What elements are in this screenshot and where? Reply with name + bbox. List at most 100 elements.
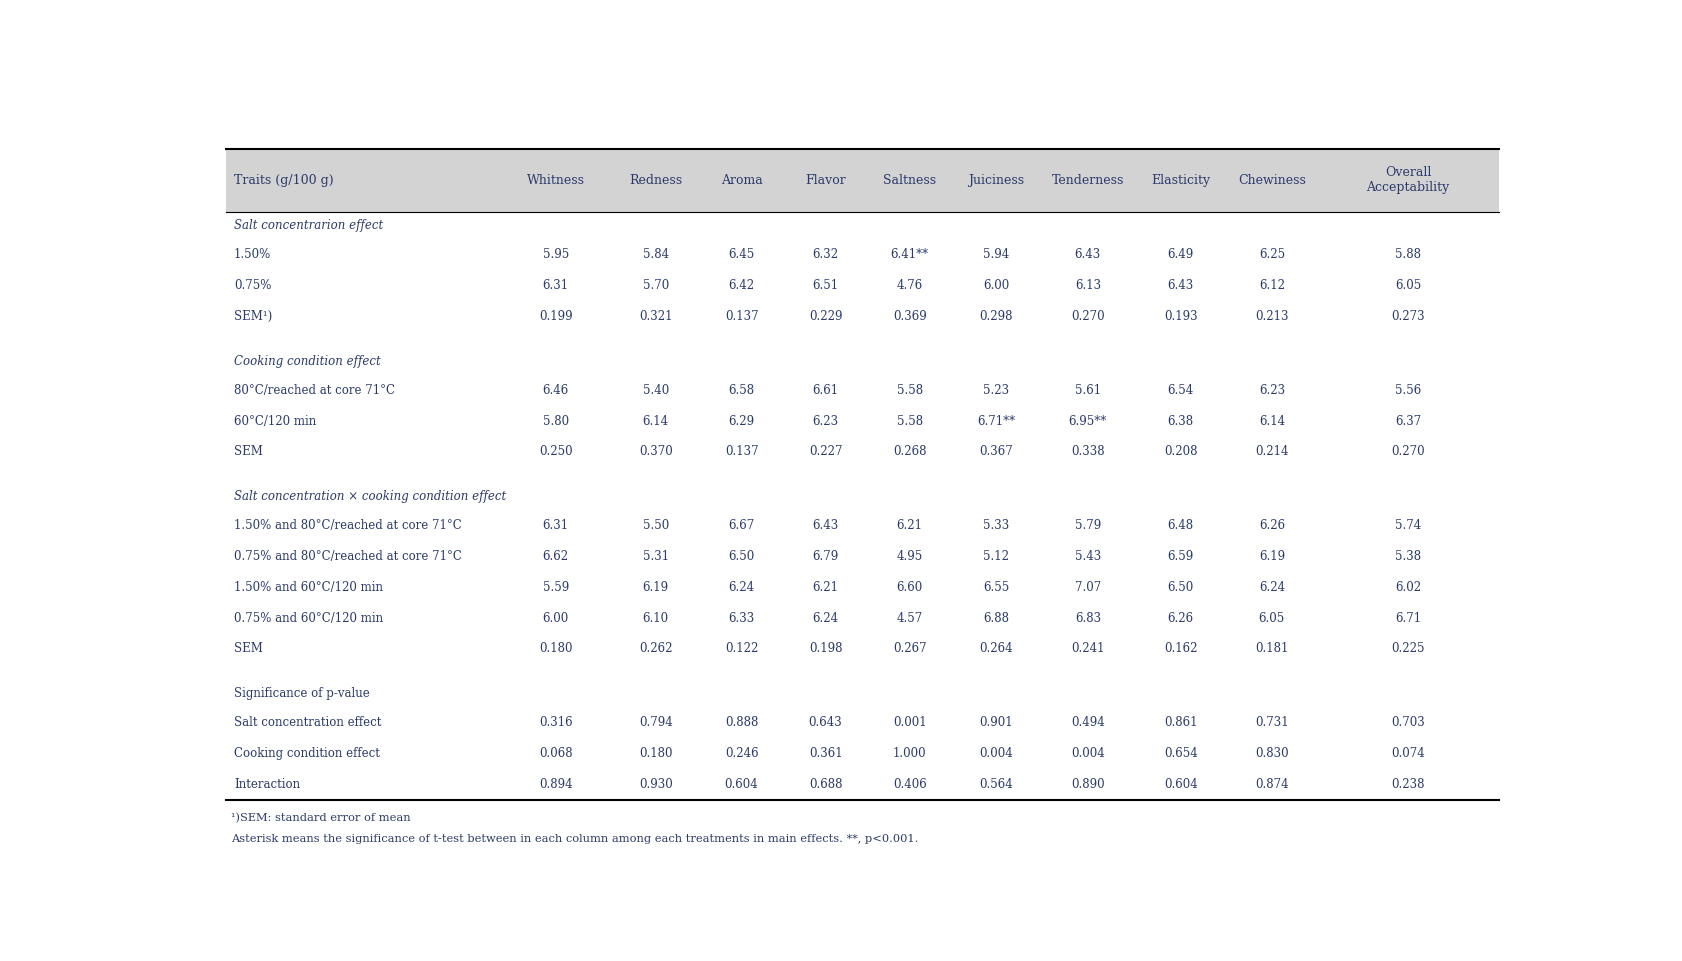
Text: SEM¹): SEM¹)	[234, 309, 272, 323]
Text: Whitness: Whitness	[526, 174, 584, 186]
Text: 0.370: 0.370	[639, 445, 673, 458]
Text: 6.26: 6.26	[1258, 519, 1283, 532]
Text: 6.24: 6.24	[812, 611, 838, 625]
Text: 6.88: 6.88	[982, 611, 1009, 625]
Text: 0.225: 0.225	[1391, 642, 1425, 655]
Text: 5.40: 5.40	[643, 383, 668, 397]
Text: 0.162: 0.162	[1164, 642, 1198, 655]
Text: 5.94: 5.94	[982, 248, 1009, 261]
Text: 0.406: 0.406	[891, 777, 927, 791]
Text: Overall
Acceptability: Overall Acceptability	[1366, 166, 1448, 194]
Text: Asterisk means the significance of t-test between in each column among each trea: Asterisk means the significance of t-tes…	[230, 834, 918, 844]
Text: 5.31: 5.31	[643, 550, 668, 563]
Text: 5.43: 5.43	[1075, 550, 1100, 563]
Text: 6.54: 6.54	[1167, 383, 1193, 397]
Text: Traits (g/100 g): Traits (g/100 g)	[234, 174, 333, 186]
Text: 0.246: 0.246	[725, 748, 759, 760]
Text: 6.00: 6.00	[982, 279, 1009, 292]
Text: 4.95: 4.95	[897, 550, 922, 563]
Text: 5.50: 5.50	[643, 519, 668, 532]
Text: 5.80: 5.80	[542, 414, 569, 428]
Text: 6.48: 6.48	[1167, 519, 1193, 532]
Text: 0.338: 0.338	[1070, 445, 1103, 458]
Text: Salt concentration × cooking condition effect: Salt concentration × cooking condition e…	[234, 490, 506, 503]
Text: 5.33: 5.33	[982, 519, 1009, 532]
Text: 0.208: 0.208	[1164, 445, 1198, 458]
Text: 6.05: 6.05	[1258, 611, 1283, 625]
Text: 5.61: 5.61	[1075, 383, 1100, 397]
Text: 6.79: 6.79	[812, 550, 838, 563]
Text: 0.894: 0.894	[538, 777, 572, 791]
Text: 0.229: 0.229	[809, 309, 843, 323]
Text: 6.21: 6.21	[812, 580, 838, 594]
Text: 5.58: 5.58	[897, 383, 922, 397]
Text: 0.830: 0.830	[1255, 748, 1288, 760]
Text: 6.45: 6.45	[728, 248, 754, 261]
Text: Tenderness: Tenderness	[1051, 174, 1124, 186]
Text: 6.31: 6.31	[542, 519, 569, 532]
Text: 6.67: 6.67	[728, 519, 754, 532]
Text: 6.83: 6.83	[1075, 611, 1100, 625]
Text: 6.71: 6.71	[1394, 611, 1420, 625]
Text: 6.23: 6.23	[812, 414, 838, 428]
Text: 6.21: 6.21	[897, 519, 922, 532]
Text: 0.267: 0.267	[891, 642, 925, 655]
Text: 6.62: 6.62	[542, 550, 569, 563]
Text: Juiciness: Juiciness	[967, 174, 1024, 186]
Text: 6.55: 6.55	[982, 580, 1009, 594]
Text: 0.004: 0.004	[1070, 748, 1103, 760]
Text: 0.181: 0.181	[1255, 642, 1288, 655]
Text: 80°C/reached at core 71°C: 80°C/reached at core 71°C	[234, 383, 395, 397]
Text: 5.88: 5.88	[1394, 248, 1420, 261]
Text: 0.316: 0.316	[538, 717, 572, 729]
Bar	[225, 149, 1499, 211]
Text: 5.59: 5.59	[542, 580, 569, 594]
Text: 6.51: 6.51	[812, 279, 838, 292]
Text: Cooking condition effect: Cooking condition effect	[234, 355, 380, 367]
Text: 0.794: 0.794	[639, 717, 673, 729]
Text: 0.604: 0.604	[725, 777, 759, 791]
Text: 5.79: 5.79	[1075, 519, 1100, 532]
Text: 0.901: 0.901	[979, 717, 1013, 729]
Text: 6.14: 6.14	[1258, 414, 1283, 428]
Text: 6.50: 6.50	[1167, 580, 1193, 594]
Text: 6.60: 6.60	[897, 580, 922, 594]
Text: 0.264: 0.264	[979, 642, 1013, 655]
Text: 6.14: 6.14	[643, 414, 668, 428]
Text: 6.23: 6.23	[1258, 383, 1283, 397]
Text: 0.250: 0.250	[538, 445, 572, 458]
Text: 6.24: 6.24	[728, 580, 754, 594]
Text: 1.000: 1.000	[891, 748, 925, 760]
Text: 0.004: 0.004	[979, 748, 1013, 760]
Text: 6.37: 6.37	[1394, 414, 1420, 428]
Text: 0.564: 0.564	[979, 777, 1013, 791]
Text: Interaction: Interaction	[234, 777, 299, 791]
Text: Significance of p-value: Significance of p-value	[234, 687, 370, 701]
Text: 0.241: 0.241	[1070, 642, 1103, 655]
Text: 6.19: 6.19	[1258, 550, 1283, 563]
Text: 0.180: 0.180	[538, 642, 572, 655]
Text: 0.321: 0.321	[639, 309, 673, 323]
Text: 6.43: 6.43	[1167, 279, 1193, 292]
Text: 0.367: 0.367	[979, 445, 1013, 458]
Text: 0.930: 0.930	[639, 777, 673, 791]
Text: 4.76: 4.76	[897, 279, 922, 292]
Text: 0.238: 0.238	[1391, 777, 1425, 791]
Text: SEM: SEM	[234, 445, 262, 458]
Text: 5.70: 5.70	[643, 279, 668, 292]
Text: 6.38: 6.38	[1167, 414, 1193, 428]
Text: 5.95: 5.95	[542, 248, 569, 261]
Text: 0.198: 0.198	[809, 642, 843, 655]
Text: 6.24: 6.24	[1258, 580, 1283, 594]
Text: 1.50%: 1.50%	[234, 248, 271, 261]
Text: 0.122: 0.122	[725, 642, 759, 655]
Text: Cooking condition effect: Cooking condition effect	[234, 748, 380, 760]
Text: 0.199: 0.199	[538, 309, 572, 323]
Text: Aroma: Aroma	[720, 174, 762, 186]
Text: 1.50% and 60°C/120 min: 1.50% and 60°C/120 min	[234, 580, 382, 594]
Text: 0.890: 0.890	[1070, 777, 1103, 791]
Text: 5.56: 5.56	[1394, 383, 1420, 397]
Text: 0.214: 0.214	[1255, 445, 1288, 458]
Text: 0.75% and 80°C/reached at core 71°C: 0.75% and 80°C/reached at core 71°C	[234, 550, 461, 563]
Text: 0.75%: 0.75%	[234, 279, 271, 292]
